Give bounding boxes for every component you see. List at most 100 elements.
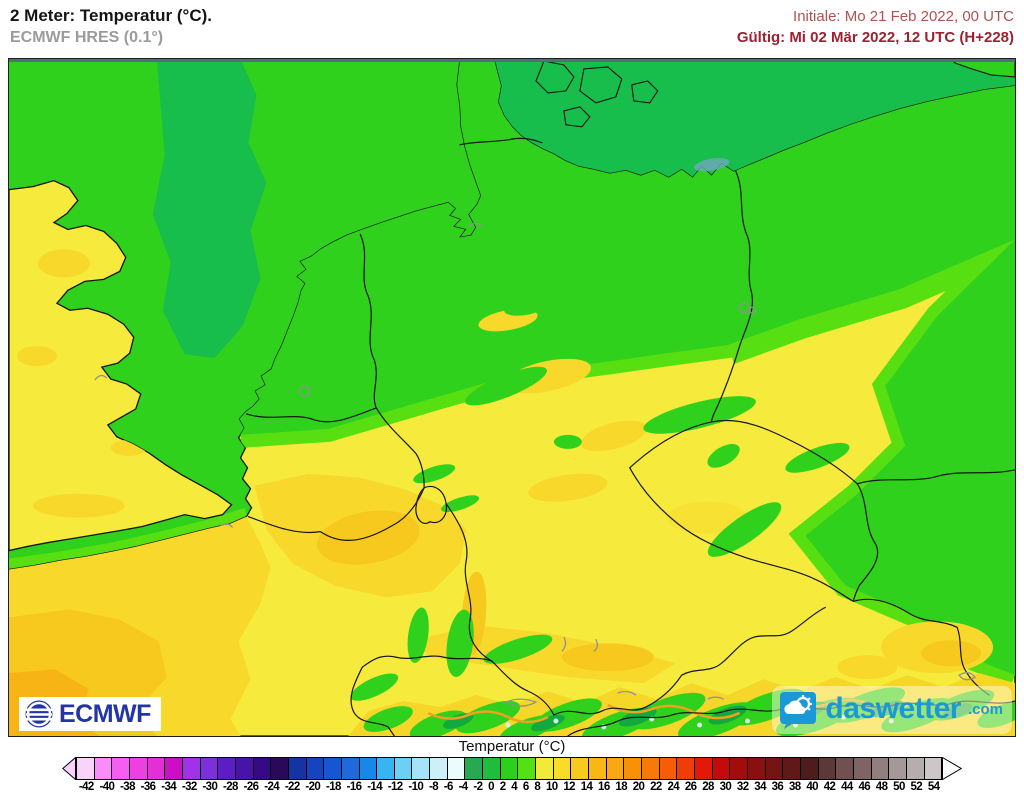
legend-cell: [888, 757, 906, 780]
country-borders: [245, 137, 1015, 736]
legend-cell: [835, 757, 853, 780]
legend-cell: [164, 757, 182, 780]
daswetter-logo-text: daswetter: [825, 692, 961, 725]
legend-cell: [535, 757, 553, 780]
legend-cell: [93, 757, 112, 780]
legend-cell: [623, 757, 641, 780]
legend-cell: [376, 757, 394, 780]
legend-cell: [234, 757, 253, 780]
legend-tick-label: -6: [443, 781, 454, 793]
legend-left-arrow: [62, 757, 76, 780]
ecmwf-logo: ECMWF: [19, 697, 161, 731]
legend-tick-labels: -42 -40 -38 -36 -34 -32 -30 -28 -26 -24 -22 -20 -18-…: [76, 781, 942, 793]
header-left: 2 Meter: Temperatur (°C). ECMWF HRES (0.…: [10, 6, 212, 47]
legend-tick-label: 46: [858, 781, 871, 793]
legend-tick-label: 16: [598, 781, 610, 793]
legend-cell: [287, 757, 306, 780]
daswetter-cloud-icon: [780, 692, 817, 729]
ecmwf-globe-icon: [25, 700, 53, 728]
legend-cell: [111, 757, 129, 780]
legend-cell: [340, 757, 359, 780]
legend-cell: [605, 757, 624, 780]
legend-cell: [746, 757, 765, 780]
legend-tick-label: 38: [789, 781, 801, 793]
page-title: 2 Meter: Temperatur (°C).: [10, 6, 213, 25]
legend-tick-label: -4: [458, 781, 469, 793]
legend-cell: [693, 757, 712, 780]
legend-tick-label: 18: [615, 781, 627, 793]
legend-tick-label: -24: [264, 781, 280, 793]
valid-time-label: Gültig: Mi 02 Mär 2022, 12 UTC (H+228): [736, 29, 1014, 47]
legend-tick-label: 40: [806, 781, 818, 793]
legend-tick-label: 8: [534, 781, 541, 793]
legend-cell: [552, 757, 571, 780]
danish-islands: [535, 60, 659, 128]
legend-cell: [217, 757, 235, 780]
legend-tick-label: 54: [927, 781, 940, 793]
legend-title: Temperatur (°C): [458, 738, 566, 755]
legend-tick-label: 0: [488, 781, 494, 793]
legend-cell: [658, 757, 677, 780]
legend-tick-label: -42: [78, 781, 94, 793]
legend-tick-label: -16: [346, 781, 362, 793]
legend-cell: [482, 757, 500, 780]
legend-cell: [711, 757, 730, 780]
legend-tick-label: -22: [284, 781, 300, 793]
legend-cell: [852, 757, 871, 780]
legend-cell: [323, 757, 341, 780]
legend-cell: [464, 757, 483, 780]
legend-tick-label: -36: [140, 781, 156, 793]
baltic-lagoon-spot: [693, 158, 730, 172]
legend-tick-label: 22: [650, 781, 662, 793]
legend-cell: [923, 757, 943, 780]
legend-cells: [76, 757, 943, 780]
init-time-label: Initiale: Mo 21 Feb 2022, 00 UTC: [793, 8, 1014, 25]
legend-cell: [270, 757, 288, 780]
legend-tick-label: -2: [473, 781, 483, 793]
legend-tick-label: -28: [223, 781, 238, 793]
legend-tick-label: -18: [326, 781, 341, 793]
legend-right-arrow: [942, 757, 962, 780]
legend-cell: [641, 757, 659, 780]
legend-tick-label: 48: [875, 781, 888, 793]
legend-tick-label: 34: [754, 781, 766, 793]
lake-outlines: [94, 222, 977, 707]
legend-tick-label: 36: [771, 781, 784, 793]
legend-cell: [905, 757, 924, 780]
legend-cell: [411, 757, 430, 780]
legend-cell: [146, 757, 165, 780]
legend-tick-label: 32: [736, 781, 749, 793]
legend-cell: [764, 757, 783, 780]
legend-cell: [181, 757, 200, 780]
legend-cell: [517, 757, 536, 780]
legend-cell: [570, 757, 589, 780]
legend-tick-label: -14: [367, 781, 383, 793]
legend-tick-label: -34: [161, 781, 177, 793]
legend-tick-label: 6: [522, 781, 529, 793]
legend-cell: [429, 757, 447, 780]
daswetter-logo-suffix: .com: [967, 700, 1003, 718]
legend-cell: [870, 757, 889, 780]
legend-tick-label: 2: [499, 781, 506, 793]
legend-tick-label: 44: [841, 781, 853, 793]
legend-cell: [817, 757, 836, 780]
daswetter-logo[interactable]: daswetter .com: [772, 686, 1012, 734]
legend-tick-label: -30: [202, 781, 218, 793]
legend-cell: [252, 757, 271, 780]
legend-cell: [782, 757, 800, 780]
model-subtitle: ECMWF HRES (0.1°): [10, 28, 164, 46]
legend-colorbar: [62, 757, 962, 780]
map-top-edge: [9, 59, 1015, 62]
legend-tick-label: 52: [910, 781, 923, 793]
legend-tick-label: 14: [580, 781, 593, 793]
legend-tick-label: 42: [823, 781, 836, 793]
legend-cell: [305, 757, 324, 780]
temperature-map: ECMWF daswetter .com: [8, 58, 1016, 737]
legend-tick-label: -20: [305, 781, 321, 793]
legend-cell: [199, 757, 218, 780]
legend-cell: [499, 757, 518, 780]
legend-tick-label: -26: [243, 781, 259, 793]
sweden-corner: [950, 59, 1015, 78]
legend-tick-label: 10: [545, 781, 558, 793]
